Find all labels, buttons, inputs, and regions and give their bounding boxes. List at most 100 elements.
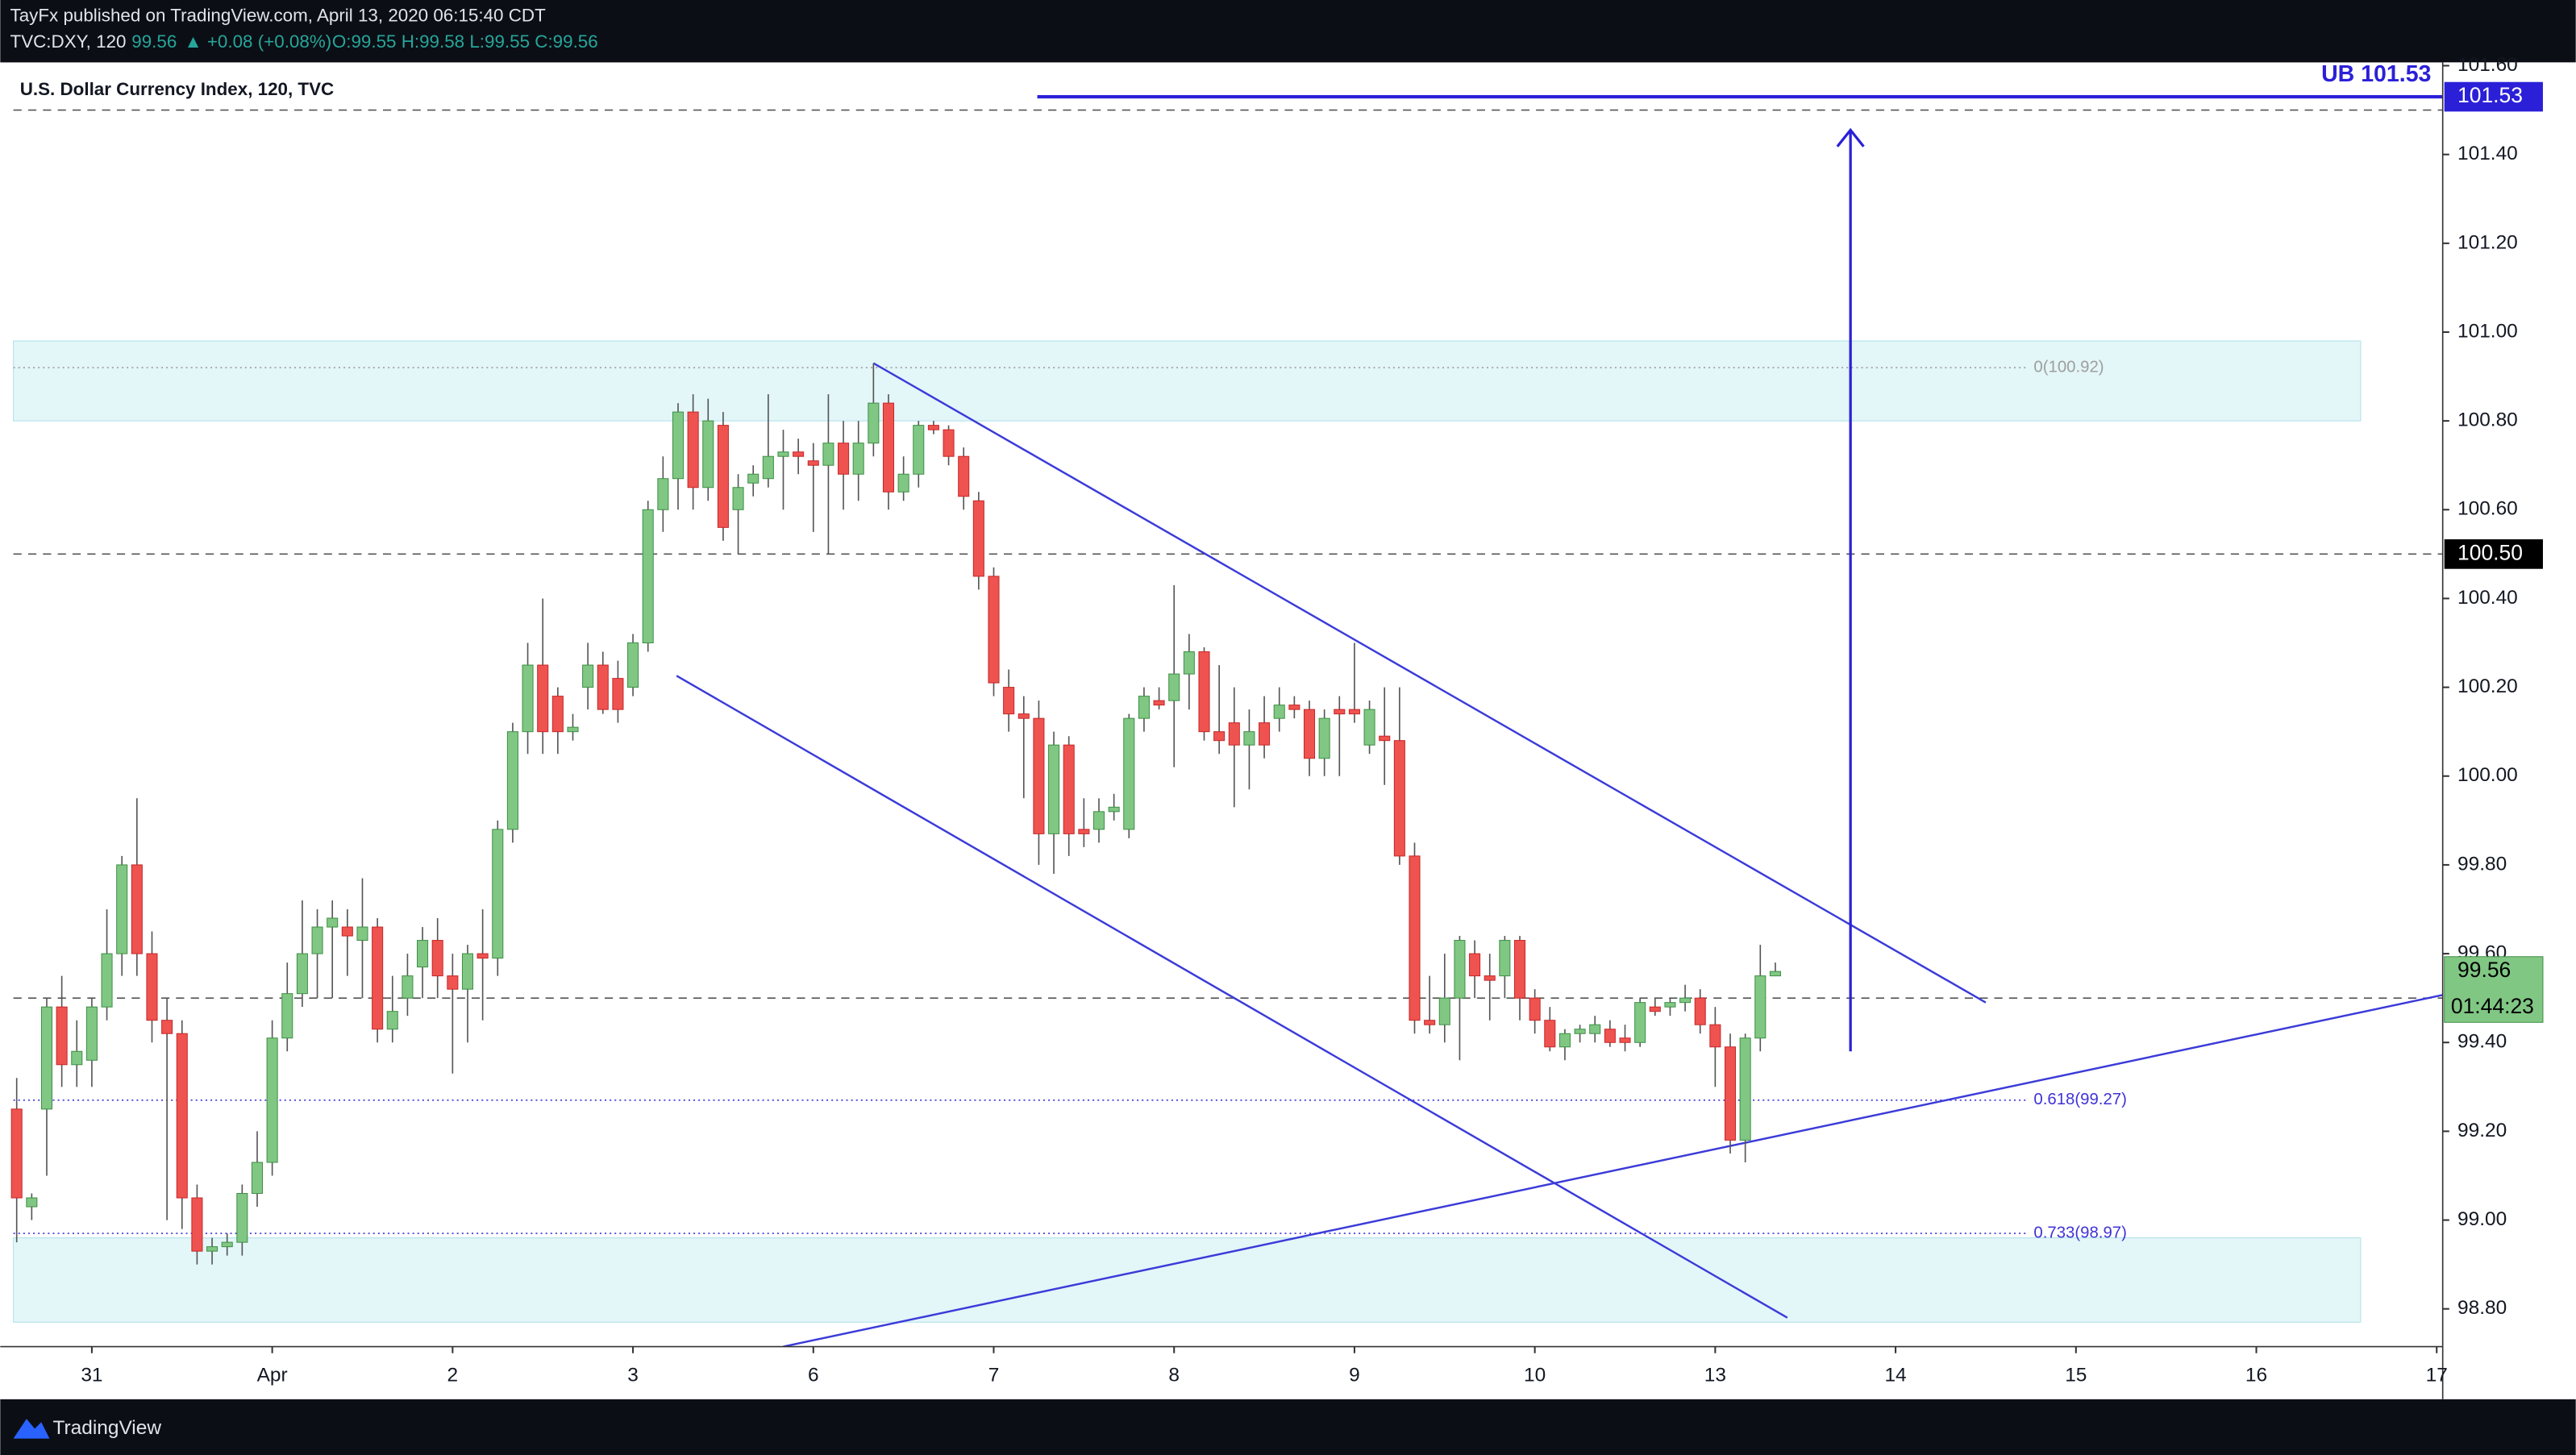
candle-body	[1484, 975, 1496, 981]
candle-body	[101, 953, 113, 1008]
y-tick-label: 100.40	[2457, 587, 2518, 609]
candle-body	[1664, 1002, 1676, 1008]
candle-body	[1123, 717, 1135, 830]
candle-body	[1003, 687, 1015, 715]
candle-body	[717, 425, 729, 528]
candle-body	[327, 917, 339, 928]
y-tick-label: 99.80	[2457, 853, 2507, 875]
candle-body	[913, 425, 925, 475]
candle-body	[417, 940, 429, 968]
candle-body	[1033, 717, 1045, 834]
candle-body	[702, 420, 714, 488]
footer-bar	[0, 1399, 2576, 1455]
candle-body	[822, 443, 834, 466]
x-tick-label: 14	[1884, 1365, 1906, 1386]
zone	[12, 340, 2362, 422]
candle-body	[1259, 722, 1271, 746]
candle-body	[1513, 940, 1526, 999]
candle-body	[1724, 1046, 1737, 1141]
y-tick-label: 100.60	[2457, 498, 2518, 520]
candle-body	[71, 1050, 83, 1066]
candle-body	[206, 1246, 218, 1252]
candle-body	[476, 953, 489, 959]
countdown: 01:44:23	[2451, 994, 2534, 1018]
price-label: 100.50	[2457, 540, 2523, 564]
candle-body	[266, 1037, 278, 1163]
y-tick-label: 100.20	[2457, 676, 2518, 697]
candle-body	[1213, 731, 1226, 742]
candle-body	[1649, 1006, 1661, 1012]
candle-body	[1739, 1037, 1751, 1141]
candle-body	[236, 1193, 248, 1243]
candle-body	[1754, 975, 1767, 1039]
candle-body	[1544, 1020, 1556, 1048]
logo	[13, 1419, 50, 1439]
ohlc: O:99.55 H:99.58 L:99.55 C:99.56	[332, 31, 598, 52]
candle-body	[1078, 829, 1090, 834]
fib-label: 0.618(99.27)	[2033, 1091, 2126, 1108]
trendline	[676, 675, 1788, 1319]
candle-body	[1499, 940, 1511, 977]
candle-body	[522, 664, 534, 733]
x-tick-label: 8	[1168, 1365, 1180, 1386]
candle-body	[1138, 696, 1150, 719]
x-tick-label: 10	[1524, 1365, 1546, 1386]
candle-body	[10, 1108, 23, 1199]
fib-label: 0(100.92)	[2033, 358, 2104, 376]
candle-body	[221, 1241, 233, 1248]
symbol: TVC:DXY, 120	[10, 31, 127, 52]
candle-body	[1409, 855, 1421, 1021]
candle-body	[597, 664, 609, 710]
plot: 0(100.92) 0.618(99.27) 0.733(98.97) UB 101.…	[0, 54, 2576, 1399]
author-line: TayFx published on TradingView.com, Apri…	[10, 5, 547, 25]
candle-body	[567, 726, 579, 733]
candle-body	[793, 451, 805, 457]
candle-body	[1168, 673, 1180, 701]
candle-body	[1318, 717, 1330, 759]
candle-body	[657, 478, 669, 510]
candle-body	[972, 500, 984, 577]
fib-label: 0.733(98.97)	[2033, 1224, 2126, 1241]
candle-body	[1769, 971, 1781, 977]
y-tick-label: 99.40	[2457, 1031, 2507, 1053]
candle-body	[1243, 731, 1255, 746]
candle-body	[1334, 709, 1346, 715]
candle-body	[1559, 1033, 1571, 1048]
candle-body	[281, 993, 293, 1039]
candle-body	[988, 576, 1000, 684]
candle-body	[612, 678, 624, 710]
candle-body	[1604, 1029, 1616, 1043]
candle-body	[1709, 1024, 1721, 1048]
candle-body	[943, 429, 955, 457]
candle-body	[386, 1011, 398, 1030]
candle-body	[1198, 651, 1210, 733]
candle-body	[1288, 705, 1300, 710]
candle-body	[161, 1020, 173, 1034]
chart-title: U.S. Dollar Currency Index, 120, TVC	[20, 79, 334, 99]
trendline	[783, 994, 2443, 1348]
zone	[12, 1237, 2362, 1323]
candle-body	[1348, 709, 1360, 715]
candle-body	[1454, 940, 1466, 999]
candle-body	[191, 1197, 203, 1252]
y-tick-label: 101.20	[2457, 231, 2518, 253]
candle-body	[1228, 722, 1240, 746]
candle-body	[506, 731, 518, 830]
candle-body	[627, 642, 639, 688]
x-tick-label: 31	[81, 1365, 102, 1386]
candle-body	[1634, 1002, 1646, 1043]
y-tick-label: 99.00	[2457, 1208, 2507, 1230]
y-tick-label: 101.60	[2457, 54, 2518, 76]
x-tick-label: 17	[2426, 1365, 2448, 1386]
candle-body	[372, 926, 384, 1030]
y-tick-label: 101.00	[2457, 320, 2518, 342]
candle-body	[1589, 1024, 1601, 1034]
y-tick-label: 100.80	[2457, 409, 2518, 431]
y-tick-label: 98.80	[2457, 1297, 2507, 1319]
candle-body	[882, 402, 895, 493]
price-label: 101.53	[2457, 83, 2523, 107]
candle-body	[40, 1006, 53, 1110]
x-tick-label: 7	[988, 1365, 1000, 1386]
candle-body	[1017, 713, 1030, 719]
